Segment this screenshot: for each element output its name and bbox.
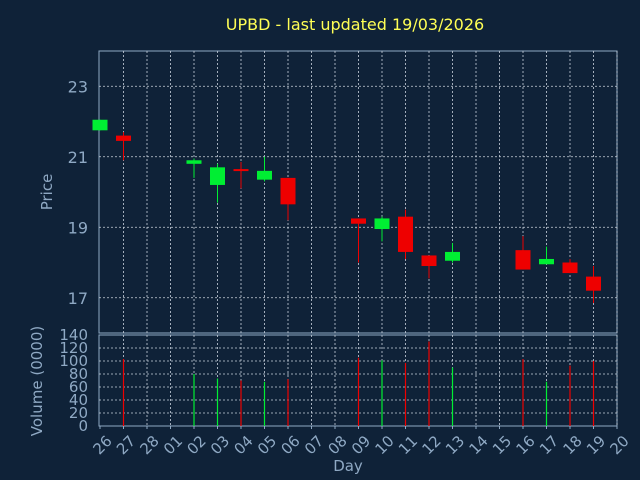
- volume-tick-label: 0: [78, 417, 88, 435]
- candles: [92, 119, 601, 304]
- x-tick-label: 18: [560, 432, 586, 458]
- x-tick-label: 26: [90, 432, 116, 458]
- volume-axis-label: Volume (0000): [28, 326, 46, 436]
- candle-body: [586, 276, 601, 291]
- candle-body: [562, 262, 578, 274]
- price-tick-label: 23: [68, 77, 88, 96]
- volume-bars: [122, 341, 595, 426]
- x-tick-label: 13: [442, 432, 468, 458]
- volume-tick-label: 140: [59, 326, 88, 344]
- x-tick-label: 02: [184, 432, 210, 458]
- candle: [586, 266, 601, 304]
- candle: [539, 246, 554, 265]
- price-axis-label: Price: [38, 174, 56, 211]
- x-tick-label: 06: [278, 432, 304, 458]
- volume-tick-label: 100: [59, 352, 88, 370]
- x-tick-label: 01: [160, 432, 186, 458]
- x-tick-label: 07: [301, 432, 327, 458]
- candle: [515, 236, 531, 270]
- x-tick-label: 12: [419, 432, 445, 458]
- candle: [257, 156, 272, 182]
- candle: [92, 119, 108, 131]
- x-tick-label: 03: [207, 432, 233, 458]
- x-axis: 2627280102030405060708091011121314151617…: [90, 426, 633, 458]
- x-tick-label: 10: [372, 432, 398, 458]
- candle-body: [210, 167, 225, 185]
- volume-tick-label: 60: [69, 378, 88, 396]
- x-tick-label: 15: [489, 432, 515, 458]
- x-tick-label: 20: [607, 432, 633, 458]
- candle: [374, 216, 390, 242]
- candle: [280, 177, 296, 221]
- volume-tick-label: 20: [69, 404, 88, 422]
- candle-body: [515, 250, 531, 270]
- candle-body: [186, 160, 202, 164]
- candle-body: [257, 170, 272, 180]
- candle: [398, 209, 413, 259]
- candle-body: [280, 177, 296, 205]
- price-plot-frame: [98, 50, 618, 334]
- x-tick-label: 05: [254, 432, 280, 458]
- x-tick-label: 27: [113, 432, 139, 458]
- candle: [562, 258, 578, 274]
- price-panel: 17 19 21 23 Price: [38, 50, 618, 334]
- volume-tick-label: 120: [59, 339, 88, 357]
- x-tick-label: 17: [536, 432, 562, 458]
- chart-title: UPBD - last updated 19/03/2026: [226, 15, 484, 34]
- x-tick-label: 16: [513, 432, 539, 458]
- price-tick-label: 21: [68, 148, 88, 167]
- x-tick-label: 09: [348, 432, 374, 458]
- candle-body: [421, 255, 437, 267]
- x-tick-label: 11: [395, 432, 421, 458]
- candle: [445, 243, 460, 263]
- candle-body: [398, 216, 413, 252]
- volume-tick-label: 80: [69, 365, 88, 383]
- candle: [421, 255, 437, 279]
- price-y-axis: 17 19 21 23: [68, 77, 88, 308]
- candle-body: [116, 135, 131, 141]
- x-tick-label: 08: [325, 432, 351, 458]
- candle: [210, 163, 225, 203]
- candle-body: [445, 251, 460, 261]
- candle-body: [233, 169, 249, 172]
- x-tick-label: 19: [583, 432, 609, 458]
- volume-tick-label: 40: [69, 391, 88, 409]
- candle-body: [374, 218, 390, 230]
- x-axis-label: Day: [333, 457, 363, 475]
- candle-body: [351, 218, 366, 224]
- candle-body: [539, 258, 554, 265]
- x-tick-label: 14: [466, 432, 492, 458]
- candle-body: [92, 119, 108, 131]
- price-tick-label: 17: [68, 289, 88, 308]
- price-tick-label: 19: [68, 218, 88, 237]
- x-tick-label: 28: [137, 432, 163, 458]
- candle: [351, 218, 366, 263]
- candle: [233, 162, 249, 189]
- candle: [116, 132, 131, 161]
- x-tick-label: 04: [231, 432, 257, 458]
- candle: [186, 158, 202, 178]
- price-grid: [99, 51, 618, 333]
